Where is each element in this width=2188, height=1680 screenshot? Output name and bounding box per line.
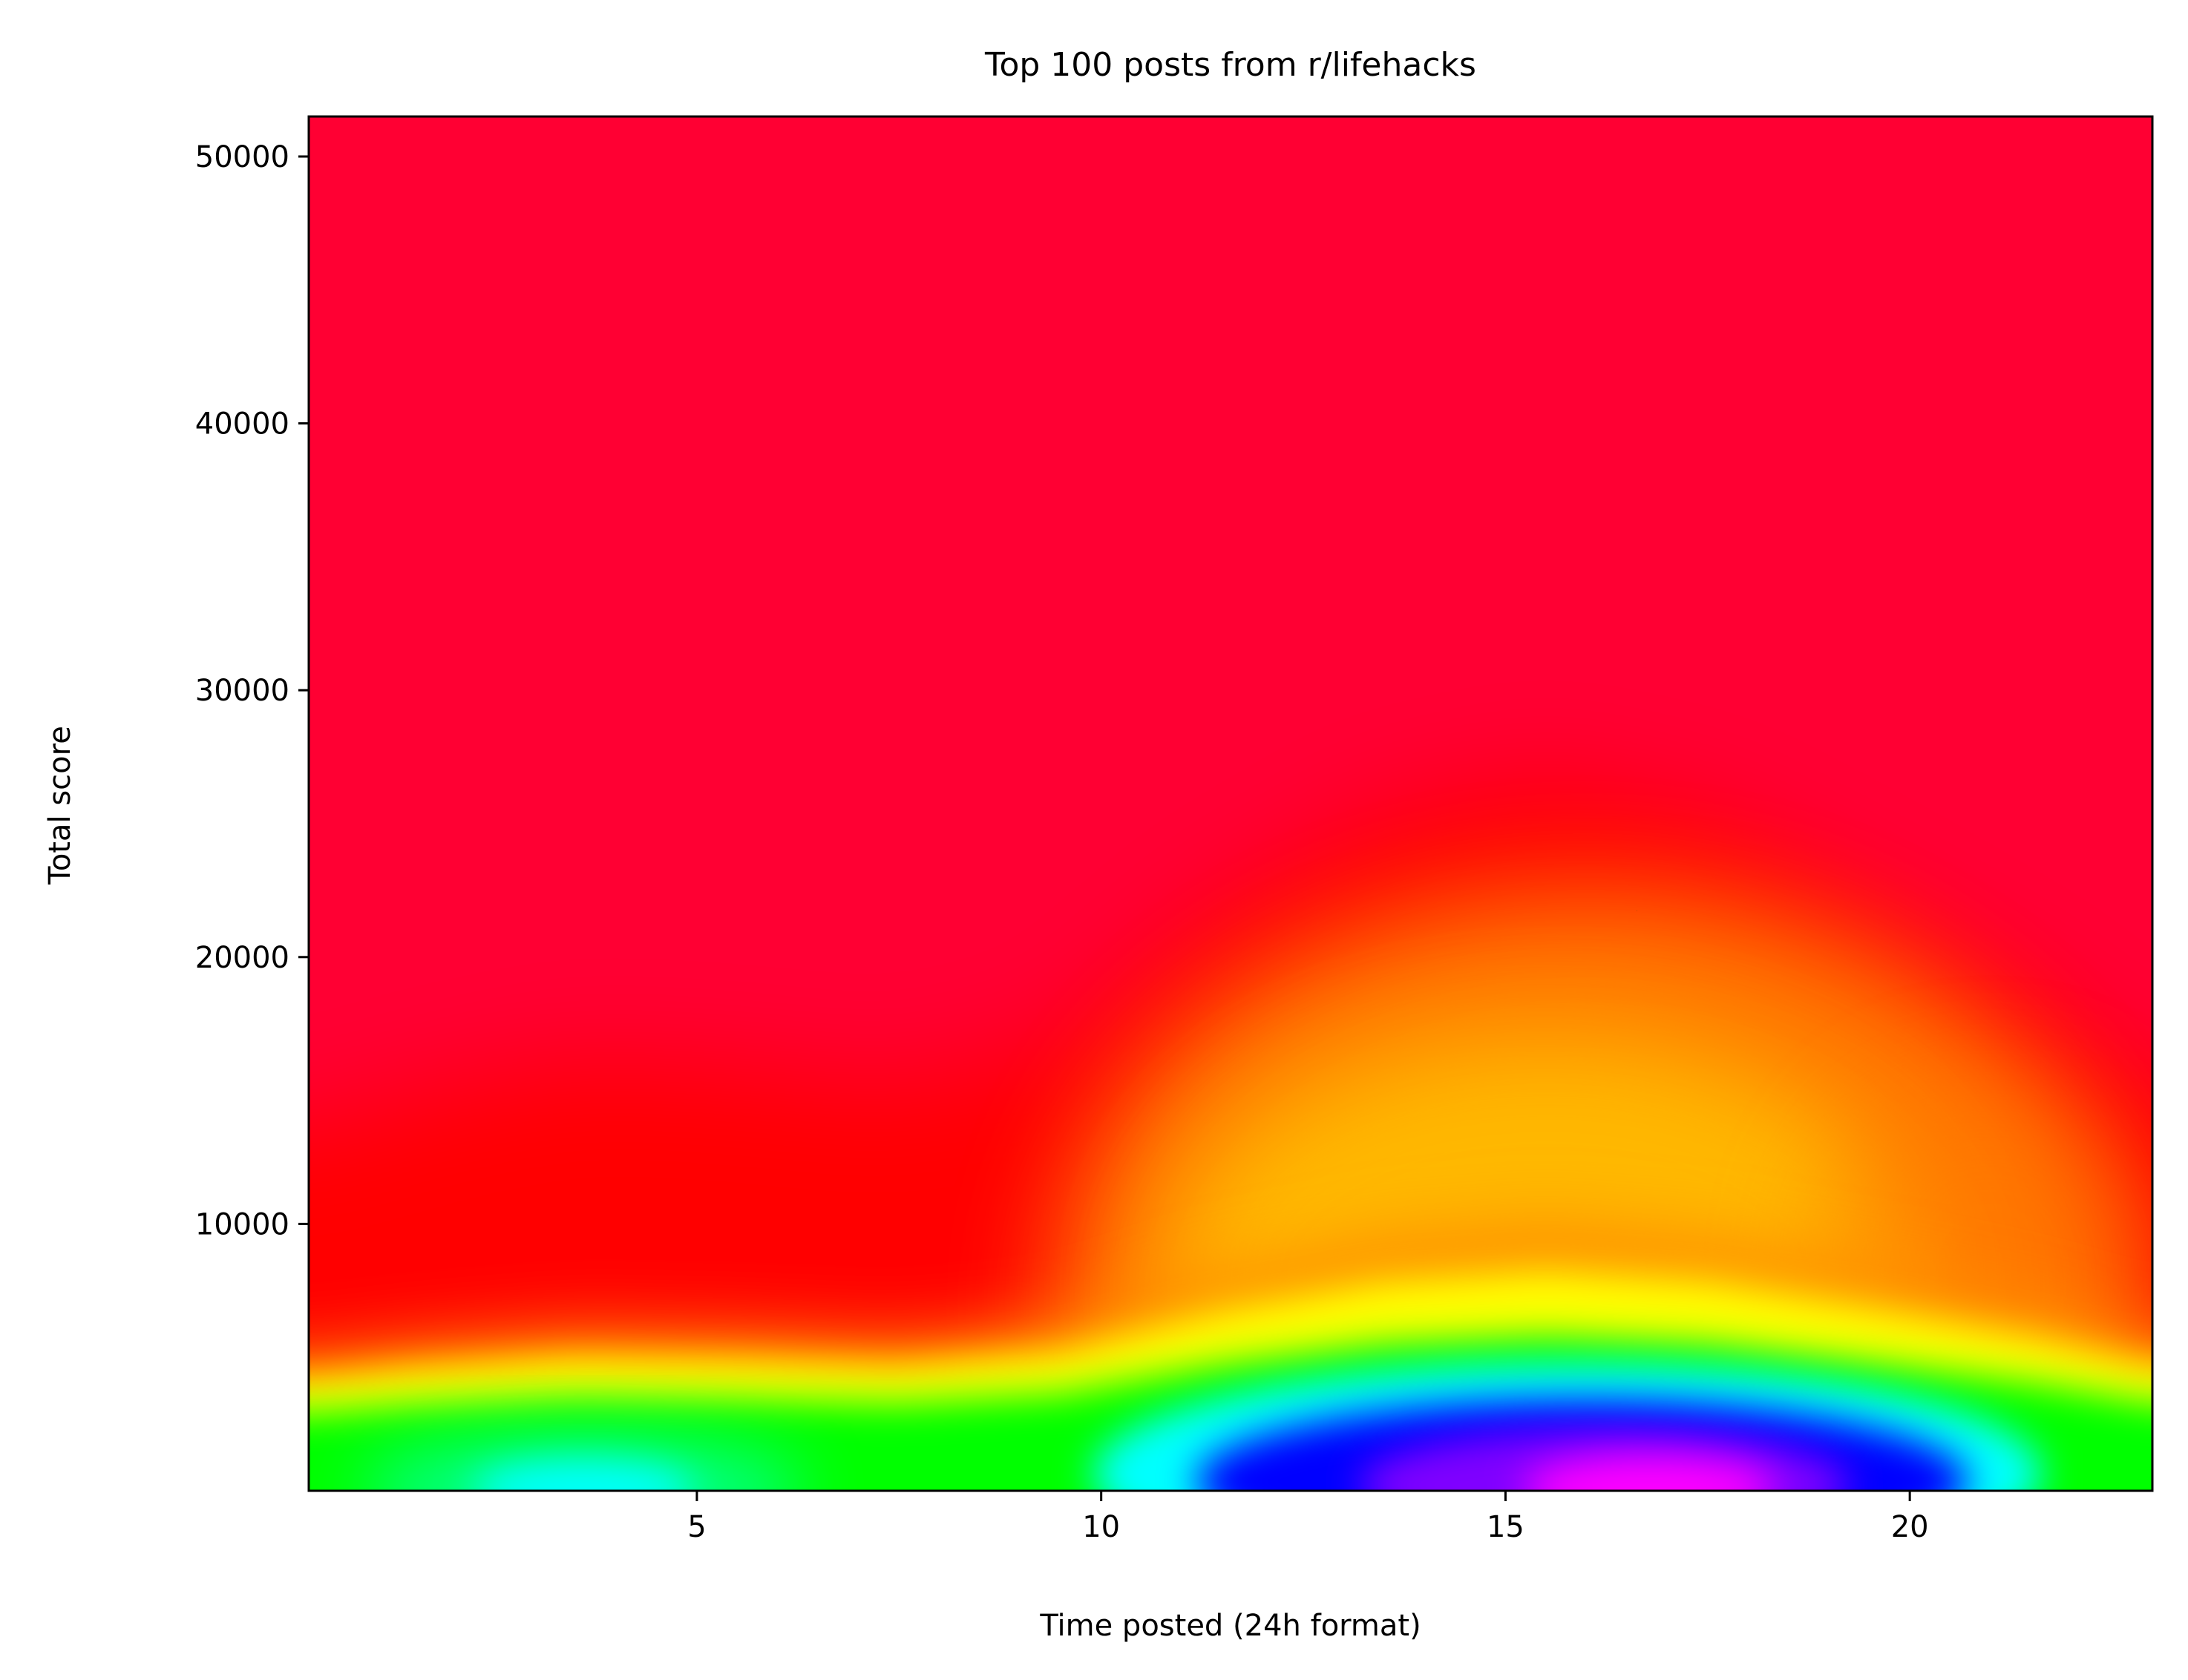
x-tick-label-15: 15 [1487, 1510, 1524, 1544]
y-axis-label: Total score [43, 726, 77, 885]
heatmap-plot-area [309, 117, 2152, 1491]
y-tick-label-20000: 20000 [195, 941, 289, 975]
x-tick-label-20: 20 [1891, 1510, 1929, 1544]
chart-title: Top 100 posts from r/lifehacks [984, 46, 1476, 84]
y-tick-label-30000: 30000 [195, 674, 289, 708]
heatmap-density-layers [309, 781, 2152, 1491]
y-tick-label-50000: 50000 [195, 140, 289, 174]
x-axis: 5 10 15 20 [687, 1491, 1929, 1544]
y-tick-label-10000: 10000 [195, 1207, 289, 1241]
plot-frame [307, 115, 2154, 1492]
x-tick-label-5: 5 [687, 1510, 706, 1544]
hotspot-1 [361, 1437, 807, 1491]
x-axis-label: Time posted (24h format) [1039, 1609, 1421, 1643]
y-axis: 10000 20000 30000 40000 50000 [195, 140, 309, 1241]
hotspot-2 [1093, 1362, 2043, 1491]
y-tick-label-40000: 40000 [195, 407, 289, 442]
x-tick-label-10: 10 [1082, 1510, 1120, 1544]
